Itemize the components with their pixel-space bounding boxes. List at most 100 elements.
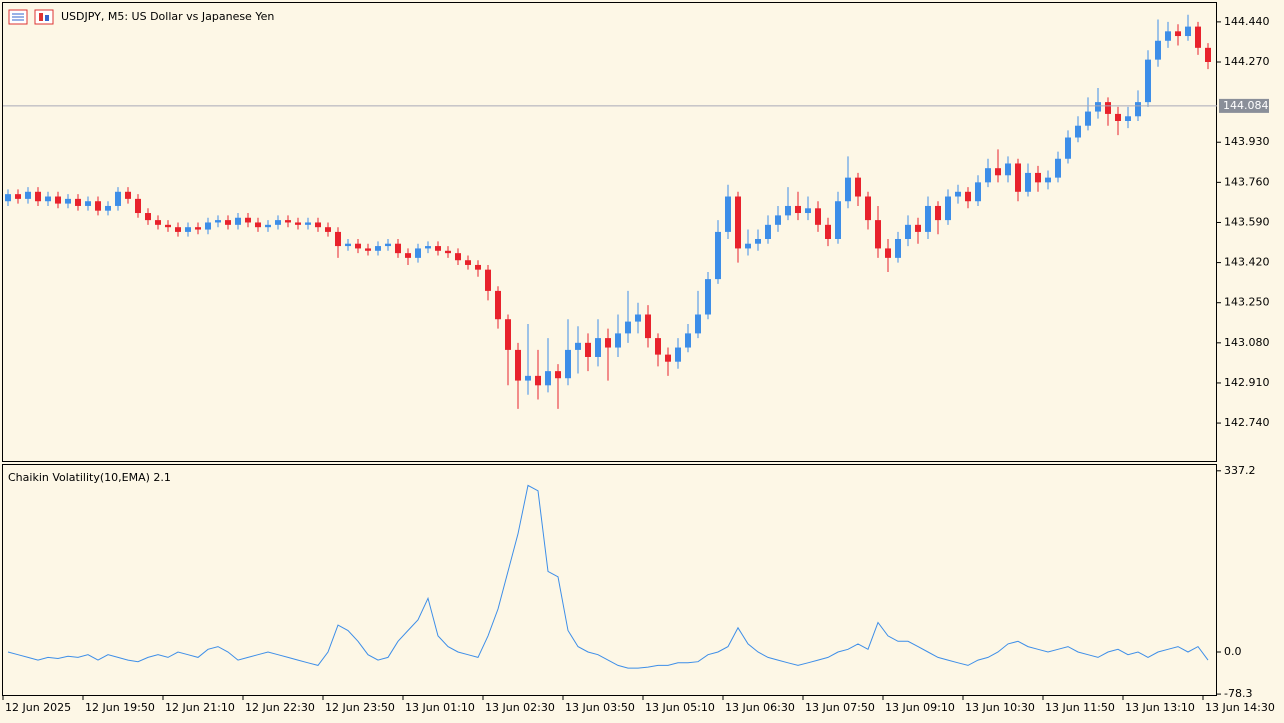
- candle-body: [295, 222, 301, 225]
- candle-body: [315, 222, 321, 228]
- candle-body: [1105, 102, 1111, 114]
- y-tick-label: -78.3: [1224, 687, 1252, 700]
- icon-bar: [45, 15, 49, 21]
- candle-body: [5, 194, 11, 202]
- candle-body: [165, 224, 171, 228]
- candle-body: [235, 217, 241, 225]
- candle-body: [365, 248, 371, 251]
- y-tick-label: 144.270: [1224, 55, 1270, 68]
- x-tick-label: 12 Jun 23:50: [325, 701, 395, 714]
- y-tick-label: 144.440: [1224, 15, 1270, 28]
- candle-body: [685, 333, 691, 348]
- candle-body: [895, 238, 901, 258]
- candle-body: [875, 220, 881, 249]
- candle-body: [785, 205, 791, 216]
- candle-body: [255, 222, 261, 228]
- candle-body: [1035, 172, 1041, 183]
- candle-body: [405, 253, 411, 258]
- candle-body: [635, 314, 641, 322]
- y-tick-label: 142.910: [1224, 376, 1270, 389]
- candle-body: [85, 201, 91, 206]
- candle-body: [225, 220, 231, 225]
- candle-body: [965, 191, 971, 202]
- candle-body: [485, 269, 491, 291]
- candle-body: [605, 338, 611, 348]
- candle-body: [915, 224, 921, 232]
- candle-body: [285, 220, 291, 223]
- candle-body: [265, 224, 271, 228]
- candle-body: [845, 177, 851, 202]
- candle-body: [835, 201, 841, 239]
- icon-bar: [39, 13, 43, 21]
- candle-body: [1155, 40, 1161, 60]
- candle-body: [305, 222, 311, 225]
- candle-body: [455, 253, 461, 261]
- candle-body: [575, 342, 581, 350]
- indicator-title: Chaikin Volatility(10,EMA) 2.1: [8, 471, 171, 484]
- candle-body: [1135, 102, 1141, 117]
- candle-body: [665, 354, 671, 362]
- y-tick-label: 142.740: [1224, 416, 1270, 429]
- price-panel: [2, 2, 1217, 462]
- candle-body: [615, 333, 621, 348]
- candle-body: [1045, 177, 1051, 183]
- x-tick-label: 13 Jun 02:30: [485, 701, 555, 714]
- candle-body: [475, 264, 481, 270]
- y-tick-label: 0.0: [1224, 645, 1242, 658]
- y-tick-label: 143.760: [1224, 175, 1270, 188]
- candle-body: [765, 224, 771, 239]
- candle-body: [465, 260, 471, 265]
- candle-body: [385, 243, 391, 247]
- candle-body: [945, 196, 951, 221]
- candle-body: [815, 208, 821, 225]
- candle-body: [725, 196, 731, 232]
- x-tick-label: 13 Jun 13:10: [1125, 701, 1195, 714]
- candle-body: [565, 349, 571, 379]
- candle-body: [195, 227, 201, 230]
- x-tick-label: 12 Jun 2025: [5, 701, 71, 714]
- candle-body: [215, 220, 221, 223]
- x-tick-label: 13 Jun 03:50: [565, 701, 635, 714]
- candle-body: [125, 191, 131, 199]
- candle-body: [775, 215, 781, 225]
- candle-body: [655, 338, 661, 355]
- candle-body: [75, 198, 81, 206]
- candle-body: [675, 347, 681, 362]
- candle-body: [155, 220, 161, 225]
- candle-body: [755, 238, 761, 244]
- candle-body: [325, 227, 331, 232]
- candle-body: [745, 243, 751, 249]
- candle-body: [375, 246, 381, 251]
- x-tick-label: 13 Jun 14:30: [1205, 701, 1275, 714]
- candle-body: [445, 250, 451, 254]
- candle-body: [865, 196, 871, 221]
- x-tick-label: 12 Jun 21:10: [165, 701, 235, 714]
- candle-body: [555, 371, 561, 379]
- candle-body: [545, 371, 551, 386]
- candle-body: [995, 168, 1001, 176]
- candle-body: [1195, 26, 1201, 48]
- candle-body: [495, 290, 501, 320]
- icon: [34, 9, 54, 25]
- candle-body: [335, 231, 341, 247]
- current-price-label: 144.084: [1223, 99, 1269, 112]
- candle-body: [15, 194, 21, 199]
- candle-body: [1015, 163, 1021, 192]
- candle-body: [1145, 59, 1151, 103]
- candle-body: [1065, 137, 1071, 159]
- x-tick-label: 13 Jun 07:50: [805, 701, 875, 714]
- candle-body: [955, 191, 961, 197]
- candle-body: [275, 220, 281, 225]
- candle-body: [645, 314, 651, 339]
- candle-body: [355, 243, 361, 249]
- y-tick-label: 337.2: [1224, 464, 1256, 477]
- x-tick-label: 13 Jun 09:10: [885, 701, 955, 714]
- candle-body: [695, 314, 701, 334]
- candle-body: [1175, 31, 1181, 37]
- candle-body: [135, 198, 141, 214]
- candle-body: [805, 208, 811, 214]
- candle-body: [795, 205, 801, 214]
- candle-body: [105, 205, 111, 211]
